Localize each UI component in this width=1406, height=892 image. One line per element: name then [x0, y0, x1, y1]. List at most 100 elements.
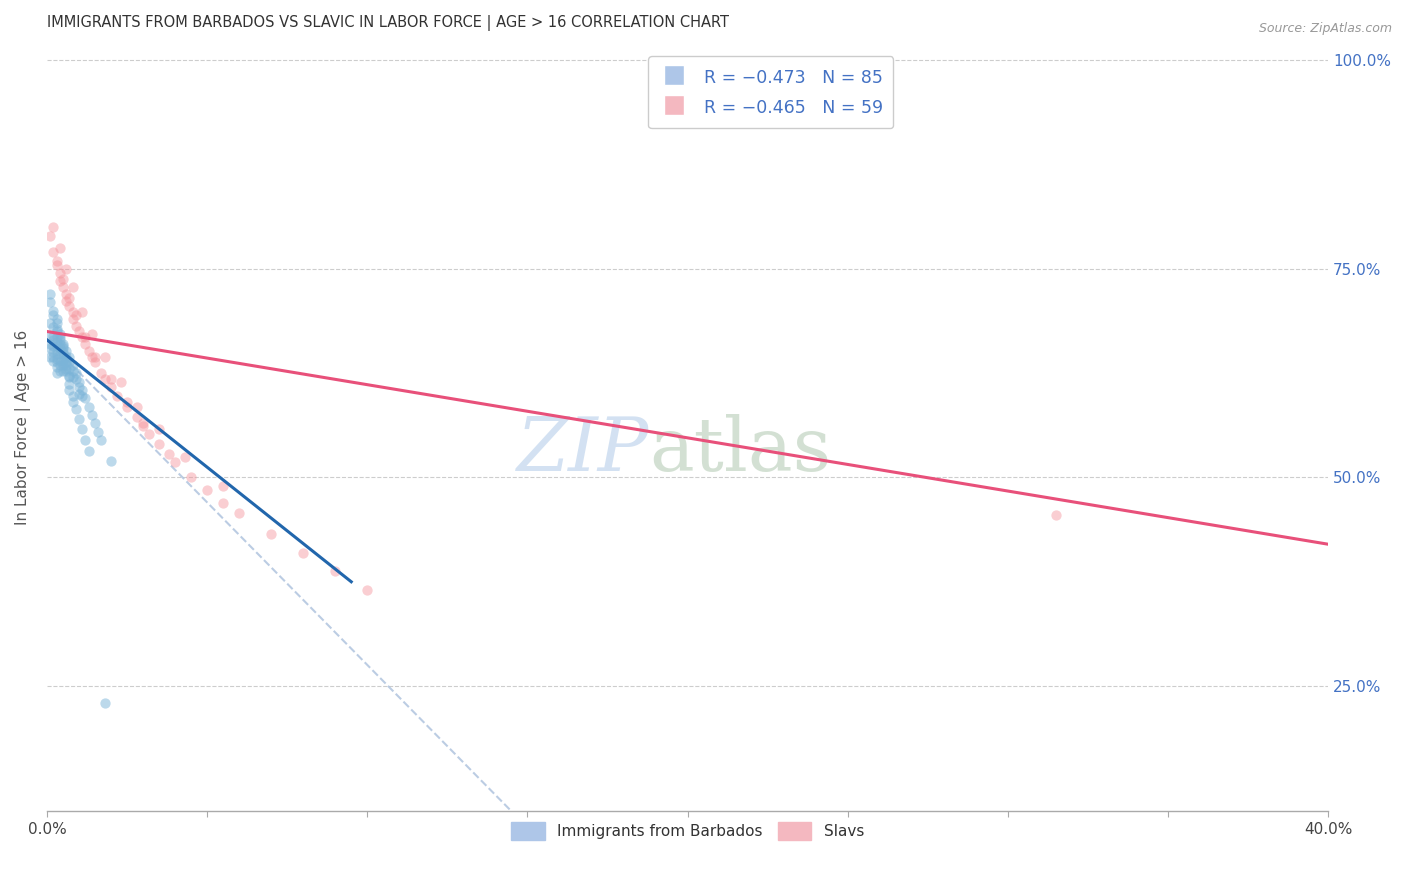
Text: ZIP: ZIP	[517, 414, 650, 487]
Point	[55, 351, 77, 366]
Point	[62, 280, 84, 294]
Point	[75, 337, 97, 351]
Y-axis label: In Labor Force | Age > 16: In Labor Force | Age > 16	[15, 330, 31, 525]
Point	[52, 358, 75, 372]
Point	[39, 341, 62, 355]
Point	[42, 350, 65, 364]
Point	[70, 305, 93, 319]
Point	[132, 416, 155, 430]
Point	[173, 450, 195, 464]
Point	[62, 370, 84, 384]
Point	[55, 355, 77, 369]
Point	[45, 355, 67, 369]
Text: atlas: atlas	[650, 414, 831, 487]
Point	[65, 366, 87, 380]
Point	[45, 253, 67, 268]
Point	[45, 339, 67, 353]
Point	[49, 353, 72, 368]
Point	[212, 479, 235, 493]
Point	[42, 339, 65, 353]
Point	[42, 220, 65, 235]
Point	[93, 696, 115, 710]
Point	[42, 303, 65, 318]
Point	[49, 266, 72, 280]
Point	[100, 454, 122, 468]
Point	[45, 325, 67, 339]
Point	[45, 316, 67, 330]
Point	[115, 395, 138, 409]
Point	[75, 433, 97, 447]
Point	[52, 337, 75, 351]
Point	[62, 364, 84, 378]
Point	[65, 308, 87, 322]
Point	[39, 350, 62, 364]
Point	[45, 347, 67, 361]
Point	[84, 416, 107, 430]
Point	[39, 328, 62, 343]
Point	[55, 364, 77, 378]
Point	[45, 258, 67, 272]
Point	[39, 337, 62, 351]
Point	[90, 433, 112, 447]
Point	[49, 326, 72, 341]
Point	[39, 287, 62, 301]
Point	[45, 351, 67, 366]
Point	[70, 389, 93, 403]
Point	[52, 347, 75, 361]
Point	[58, 291, 80, 305]
Point	[67, 375, 90, 389]
Point	[45, 330, 67, 344]
Point	[58, 362, 80, 376]
Point	[67, 412, 90, 426]
Point	[58, 383, 80, 397]
Point	[49, 358, 72, 372]
Point	[70, 383, 93, 397]
Point	[93, 372, 115, 386]
Point	[62, 395, 84, 409]
Point	[67, 380, 90, 394]
Point	[70, 422, 93, 436]
Point	[84, 350, 107, 364]
Point	[65, 318, 87, 333]
Point	[45, 360, 67, 375]
Point	[52, 364, 75, 378]
Point	[58, 370, 80, 384]
Point	[55, 261, 77, 276]
Point	[125, 400, 148, 414]
Point	[77, 400, 100, 414]
Point	[39, 295, 62, 310]
Point	[77, 343, 100, 358]
Point	[180, 470, 202, 484]
Point	[42, 333, 65, 347]
Point	[45, 335, 67, 350]
Point	[49, 347, 72, 361]
Point	[55, 362, 77, 376]
Point	[55, 343, 77, 358]
Legend: Immigrants from Barbados, Slavs: Immigrants from Barbados, Slavs	[505, 816, 870, 846]
Point	[100, 380, 122, 394]
Text: Source: ZipAtlas.com: Source: ZipAtlas.com	[1258, 22, 1392, 36]
Point	[65, 372, 87, 386]
Point	[75, 391, 97, 405]
Point	[90, 366, 112, 380]
Point	[55, 293, 77, 308]
Point	[49, 333, 72, 347]
Point	[52, 339, 75, 353]
Point	[58, 377, 80, 392]
Point	[80, 408, 103, 422]
Point	[165, 455, 187, 469]
Point	[49, 275, 72, 289]
Point	[52, 280, 75, 294]
Point	[356, 583, 378, 598]
Point	[58, 368, 80, 383]
Point	[195, 483, 218, 497]
Point	[75, 330, 97, 344]
Point	[52, 341, 75, 355]
Point	[49, 241, 72, 255]
Point	[45, 366, 67, 380]
Point	[39, 228, 62, 243]
Point	[45, 322, 67, 336]
Point	[49, 341, 72, 355]
Point	[55, 287, 77, 301]
Point	[58, 300, 80, 314]
